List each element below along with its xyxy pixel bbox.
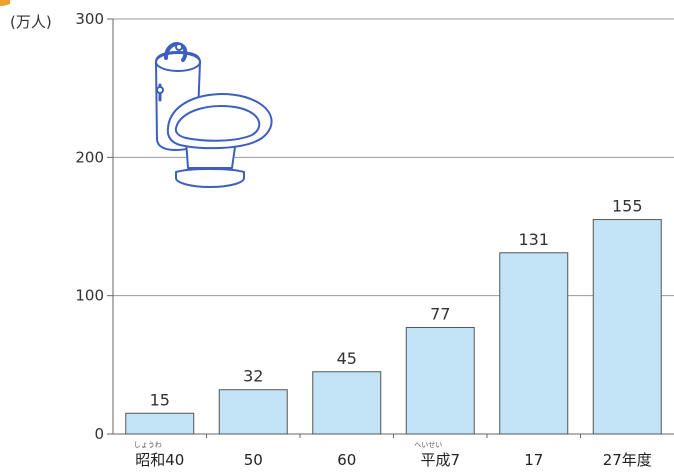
corner-accent-mark bbox=[0, 0, 10, 6]
y-tick-label: 0 bbox=[94, 425, 104, 443]
bar-value-label: 131 bbox=[518, 230, 549, 249]
bar-1 bbox=[218, 389, 288, 435]
bar-0 bbox=[125, 412, 195, 435]
x-category-label: 昭和40 bbox=[135, 451, 184, 469]
x-category-label: 60 bbox=[337, 451, 356, 469]
x-category-ruby: へいせい bbox=[414, 441, 442, 449]
x-category-label: 27年度 bbox=[603, 451, 652, 469]
axis-layer bbox=[107, 18, 674, 438]
bar-4 bbox=[499, 252, 569, 435]
bar-2 bbox=[312, 371, 382, 435]
bar-5 bbox=[592, 219, 662, 435]
bar-value-label: 77 bbox=[430, 304, 450, 323]
bar-value-label: 32 bbox=[243, 367, 263, 386]
x-category-label: 50 bbox=[244, 451, 263, 469]
x-category-label: 平成7 bbox=[420, 451, 460, 469]
bar-layer bbox=[125, 219, 662, 435]
y-tick-label: 300 bbox=[75, 10, 104, 28]
x-category-ruby: しょうわ bbox=[134, 441, 162, 449]
y-axis-unit-label: (万人) bbox=[10, 13, 52, 31]
label-layer: 0 100 200 300 15 昭和40 しょうわ 32 50 45 60 77 平成7 へいせい 131… bbox=[75, 10, 651, 469]
x-category-label: 17 bbox=[524, 451, 543, 469]
y-tick-label: 100 bbox=[75, 287, 104, 305]
bar-3 bbox=[405, 326, 475, 435]
y-tick-label: 200 bbox=[75, 148, 104, 166]
toilet-icon bbox=[155, 42, 273, 188]
bar-value-label: 155 bbox=[612, 197, 643, 216]
bar-value-label: 15 bbox=[150, 390, 170, 409]
bar-value-label: 45 bbox=[337, 349, 357, 368]
